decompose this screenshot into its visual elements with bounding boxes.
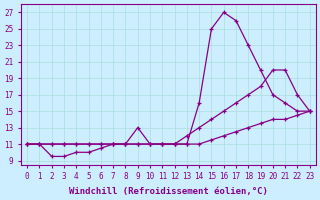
X-axis label: Windchill (Refroidissement éolien,°C): Windchill (Refroidissement éolien,°C) <box>69 187 268 196</box>
